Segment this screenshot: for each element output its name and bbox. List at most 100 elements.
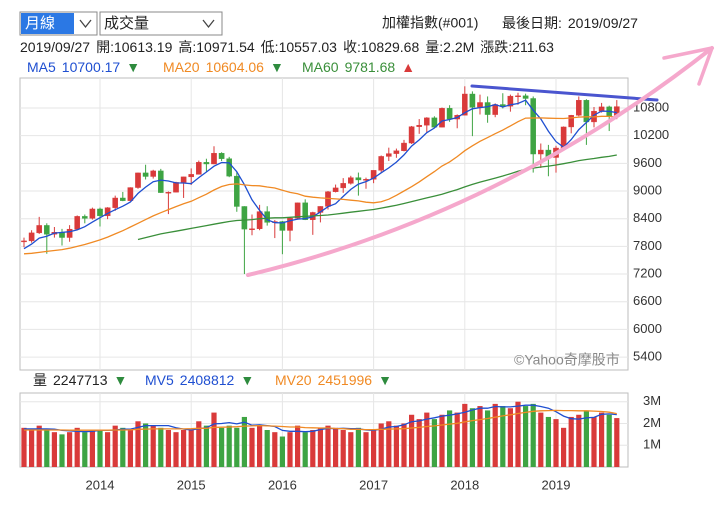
volume-bar: [348, 432, 354, 467]
indicator-select-text[interactable]: 成交量: [104, 14, 149, 32]
legend-entry: 量 2247713 ▼: [33, 372, 127, 388]
period-select-highlight: [21, 13, 74, 34]
chevron: [79, 19, 92, 29]
volume-bar: [97, 430, 103, 467]
y-tick-label: 7200: [633, 265, 662, 280]
legend-arrow: ▼: [240, 372, 254, 388]
candle-body: [522, 95, 529, 99]
volume-bar: [485, 410, 491, 467]
volume-bar: [74, 427, 80, 467]
candle-body: [226, 158, 233, 177]
candle-body: [188, 174, 195, 178]
legend-name: MA20: [163, 59, 200, 75]
x-tick-label: 2019: [542, 477, 571, 492]
volume-bar: [234, 427, 240, 467]
volume-bar: [82, 432, 88, 467]
trend-arrow: [246, 46, 714, 277]
volume-bar: [523, 406, 529, 467]
candle-body: [180, 176, 187, 183]
candle-body: [408, 126, 415, 144]
y-tick-label: 1M: [643, 437, 661, 452]
candle-body: [157, 170, 164, 193]
volume-bar: [127, 430, 133, 467]
info-low-label: 低:: [261, 39, 279, 55]
candle-body: [21, 240, 27, 243]
candle-body: [355, 177, 362, 181]
period-select[interactable]: 月線: [19, 11, 98, 36]
candle-body: [401, 142, 407, 151]
volume-bar: [51, 432, 57, 467]
candle-body: [469, 93, 476, 108]
volume-bar: [317, 427, 323, 467]
volume-bar: [431, 419, 437, 467]
candle-body: [142, 172, 149, 177]
legend-name: 量: [33, 372, 47, 388]
volume-bar: [264, 430, 270, 467]
volume-bar: [576, 414, 582, 467]
volume-bar: [492, 403, 498, 467]
info-low: 10557.03: [279, 39, 338, 55]
candle-body: [119, 197, 126, 201]
y-tick-label: 6000: [633, 321, 662, 336]
volume-bar: [211, 412, 217, 467]
volume-bar: [439, 414, 445, 467]
volume-bar: [120, 427, 126, 467]
candle-body: [492, 104, 499, 115]
candle-body: [568, 115, 574, 128]
volume-bar: [105, 432, 111, 467]
candle-body: [507, 95, 514, 107]
info-high: 10971.54: [196, 39, 255, 55]
y-tick-label: 5400: [633, 349, 662, 364]
candle-body: [89, 208, 96, 219]
indicator-select[interactable]: 成交量: [99, 11, 223, 36]
candle-body: [74, 216, 80, 230]
volume-bar: [378, 423, 384, 467]
candle-body: [484, 102, 491, 115]
volume-bar: [530, 403, 536, 467]
legend-arrow: ▲: [401, 59, 415, 75]
last-date-value: 2019/09/27: [568, 15, 638, 31]
annotations: [246, 46, 714, 277]
candle-body: [211, 152, 217, 165]
price-panel: [19, 77, 629, 371]
average-line: [24, 404, 617, 433]
y-tick-label: 8400: [633, 210, 662, 225]
volume-bar: [340, 430, 346, 467]
candle-body: [370, 170, 377, 180]
candle-body: [462, 93, 468, 116]
indicator-select-box[interactable]: [99, 11, 223, 36]
legend-arrow: ▼: [114, 372, 128, 388]
candle-body: [165, 192, 172, 194]
candle-body: [302, 202, 309, 220]
volume-bar: [181, 430, 187, 467]
watermark: ©Yahoo奇摩股市: [514, 352, 620, 368]
volume-bar: [21, 427, 27, 467]
candle-body: [66, 228, 73, 238]
volume-bar: [507, 408, 513, 467]
volume-bar: [219, 427, 225, 467]
legend-value: 2408812: [180, 372, 235, 388]
volume-bar: [401, 423, 407, 467]
legend-entry: MV5 2408812 ▼: [145, 372, 254, 388]
legend-value: 2451996: [318, 372, 373, 388]
volume-bar: [302, 432, 308, 467]
volume-bar: [553, 419, 559, 467]
average-line: [24, 409, 617, 431]
legend-arrow: ▼: [126, 59, 140, 75]
volume-bar: [538, 412, 544, 467]
volume-bar: [135, 421, 141, 467]
y-tick-label: 7800: [633, 238, 662, 253]
volume-bar: [500, 406, 506, 467]
volume-bar: [165, 430, 171, 467]
y-tick-label: 10200: [633, 127, 669, 142]
x-tick-label: 2015: [177, 477, 206, 492]
candle-body: [416, 124, 423, 127]
volume-bar: [393, 425, 399, 467]
legend-name: MA5: [27, 59, 56, 75]
candle-body: [576, 100, 582, 116]
volume-bar: [249, 427, 255, 467]
volume-bar: [310, 430, 316, 467]
period-select-text[interactable]: 月線: [25, 15, 55, 32]
volume-bar: [188, 430, 194, 467]
x-tick-label: 2018: [450, 477, 479, 492]
